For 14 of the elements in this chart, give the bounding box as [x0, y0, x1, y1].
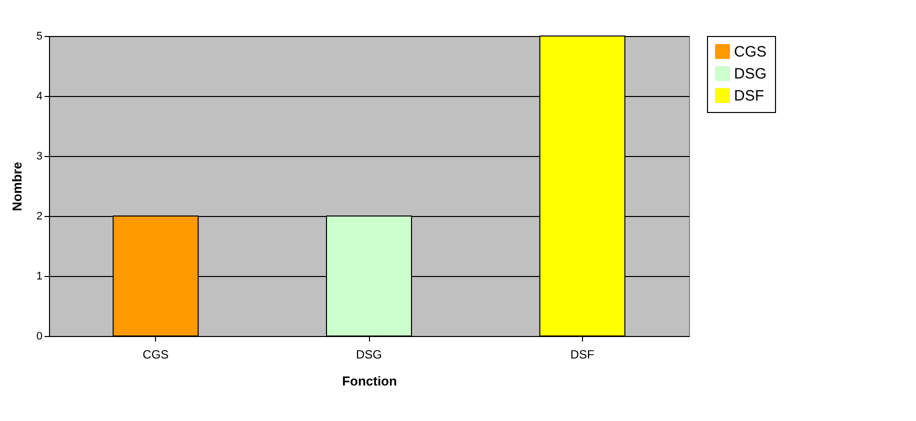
legend-label: CGS — [734, 44, 767, 60]
y-tick-label: 5 — [36, 30, 42, 42]
y-tick-label: 2 — [36, 210, 42, 222]
x-tick-label: DSF — [570, 348, 594, 362]
y-tick-label: 1 — [36, 270, 42, 282]
x-tick-label: DSG — [356, 348, 382, 362]
y-tick-label: 4 — [36, 90, 42, 102]
x-tick-label: CGS — [142, 348, 169, 362]
legend-label: DSF — [734, 88, 764, 104]
y-tick-label: 0 — [36, 330, 42, 342]
legend-label: DSG — [734, 66, 767, 82]
y-tick-label: 3 — [36, 150, 42, 162]
x-axis-title: Fonction — [342, 374, 397, 388]
y-axis-title: Nombre — [9, 162, 24, 212]
